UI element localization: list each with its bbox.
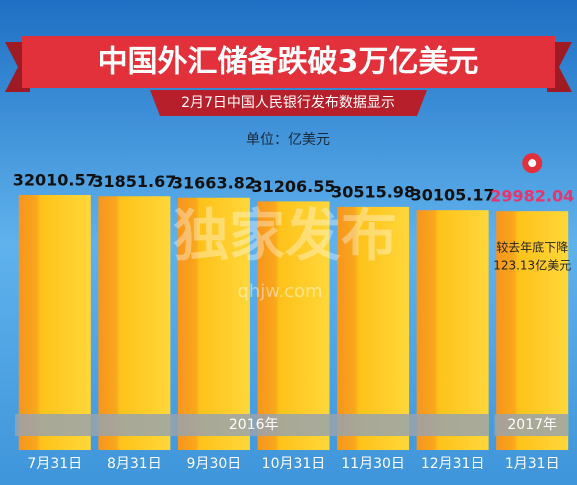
watermark: 独家发布 — [173, 204, 397, 269]
title-banner — [22, 36, 555, 88]
bar — [98, 196, 171, 450]
bar — [337, 206, 410, 450]
bar — [496, 211, 569, 450]
x-tick-label: 1月31日 — [505, 456, 560, 472]
chart-title: 中国外汇储备跌破3万亿美元 — [98, 45, 479, 80]
year-band — [494, 414, 568, 436]
x-tick-label: 9月30日 — [187, 456, 242, 472]
year-label: 2017年 — [507, 417, 557, 433]
x-tick-label: 12月31日 — [421, 456, 485, 472]
x-tick-label: 10月31日 — [262, 456, 326, 472]
year-band — [15, 414, 489, 436]
value-label: 31206.55 — [251, 177, 335, 196]
annotation: 较去年底下降 — [496, 240, 568, 255]
x-tick-label: 8月31日 — [107, 456, 162, 472]
bar — [257, 201, 330, 450]
x-tick-label: 11月30日 — [341, 456, 405, 472]
unit-label: 单位：亿美元 — [246, 132, 330, 148]
subtitle-banner — [150, 90, 427, 116]
value-label: 32010.57 — [13, 171, 97, 190]
watermark: qhjw.com — [237, 281, 322, 302]
year-label: 2016年 — [229, 417, 279, 433]
value-label: 30105.17 — [411, 186, 495, 205]
bar — [18, 195, 91, 450]
value-label: 30515.98 — [331, 182, 415, 201]
value-label: 31851.67 — [92, 172, 176, 191]
annotation: 123.13亿美元 — [493, 258, 571, 273]
chart-subtitle: 2月7日中国人民银行发布数据显示 — [181, 95, 395, 111]
pin-dot — [528, 159, 537, 168]
value-label: 31663.82 — [172, 173, 256, 192]
bar — [416, 210, 489, 450]
value-label: 29982.04 — [490, 187, 574, 206]
bar — [177, 197, 250, 450]
x-tick-label: 7月31日 — [27, 456, 82, 472]
